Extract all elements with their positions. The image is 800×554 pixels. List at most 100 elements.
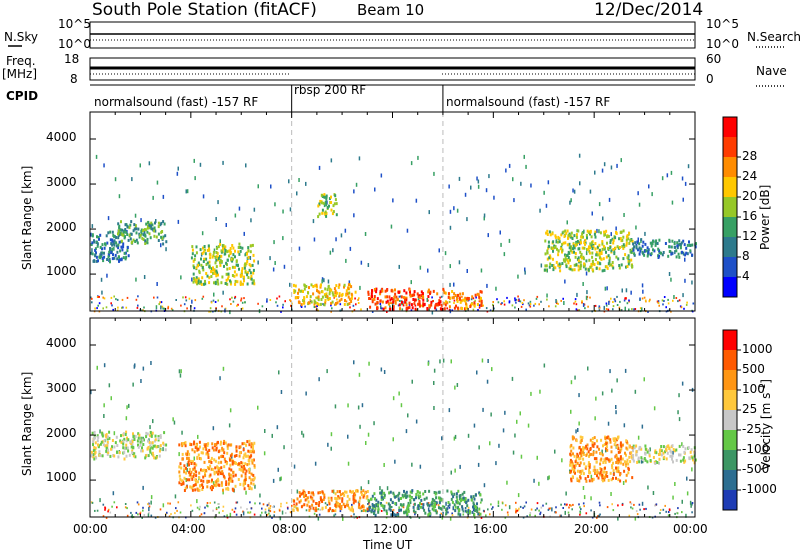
echo-cell — [263, 451, 266, 456]
echo-cell — [599, 473, 602, 477]
echo-cell — [582, 453, 585, 456]
echo-cell — [631, 239, 634, 243]
echo-cell — [152, 419, 154, 424]
echo-cell — [366, 507, 369, 511]
echo-cell — [185, 471, 188, 475]
echo-cell — [593, 442, 596, 446]
echo-cell — [358, 156, 361, 161]
echo-cell — [598, 202, 601, 207]
echo-cell — [410, 496, 413, 500]
echo-cell — [344, 490, 346, 494]
echo-cell — [211, 446, 214, 450]
echo-cell — [573, 302, 575, 305]
echo-cell — [620, 158, 622, 163]
echo-cell — [616, 245, 619, 249]
echo-cell — [310, 283, 313, 287]
echo-cell — [599, 504, 601, 507]
echo-cell — [605, 302, 608, 305]
echo-cell — [371, 503, 374, 507]
echo-cell — [238, 206, 241, 211]
echo-cell — [611, 264, 614, 268]
echo-cell — [346, 494, 349, 498]
echo-cell — [414, 304, 417, 307]
echo-cell — [625, 243, 628, 247]
echo-cell — [379, 486, 381, 491]
echo-cell — [470, 498, 473, 502]
echo-cell — [657, 247, 660, 251]
echo-cell — [495, 461, 497, 466]
echo-cell — [319, 284, 322, 288]
echo-cell — [580, 241, 582, 245]
echo-cell — [349, 508, 352, 512]
echo-cell — [191, 488, 194, 492]
echo-cell — [572, 503, 574, 506]
echo-cell — [195, 445, 198, 449]
echo-cell — [146, 226, 149, 230]
echo-cell — [192, 276, 195, 280]
velocity-colorbar-swatch — [723, 490, 737, 510]
echo-cell — [300, 499, 302, 503]
echo-cell — [233, 461, 236, 465]
echo-cell — [138, 433, 141, 437]
echo-cell — [401, 300, 403, 304]
echo-cell — [607, 308, 610, 311]
echo-cell — [111, 257, 114, 261]
echo-cell — [646, 254, 649, 258]
echo-cell — [691, 467, 693, 472]
echo-cell — [142, 485, 144, 490]
echo-cell — [134, 213, 137, 218]
echo-cell — [573, 189, 576, 194]
echo-cell — [219, 258, 222, 262]
echo-cell — [220, 472, 222, 475]
echo-cell — [581, 436, 584, 440]
echo-cell — [386, 486, 389, 491]
echo-cell — [424, 511, 427, 515]
echo-cell — [228, 477, 230, 481]
echo-cell — [641, 458, 644, 461]
echo-cell — [103, 251, 105, 255]
echo-cell — [595, 450, 598, 454]
echo-cell — [334, 404, 337, 409]
echo-cell — [410, 490, 413, 494]
echo-cell — [223, 264, 225, 268]
echo-cell — [644, 299, 647, 302]
echo-cell — [405, 429, 408, 434]
echo-cell — [466, 510, 468, 514]
echo-cell — [529, 305, 532, 308]
echo-cell — [529, 300, 532, 303]
echo-cell — [264, 429, 266, 433]
velocity-colorbar-tick-label: -25 — [742, 422, 762, 436]
echo-cell — [585, 251, 588, 256]
echo-cell — [215, 480, 218, 484]
echo-cell — [140, 436, 143, 440]
echo-cell — [321, 507, 324, 511]
echo-cell — [401, 303, 403, 306]
echo-cell — [436, 292, 439, 296]
echo-cell — [157, 435, 160, 439]
echo-cell — [371, 311, 374, 313]
echo-cell — [598, 447, 600, 451]
echo-cell — [218, 506, 220, 509]
echo-cell — [464, 299, 467, 303]
echo-cell — [236, 280, 239, 284]
echo-cell — [139, 440, 142, 444]
echo-cell — [127, 449, 130, 453]
echo-cell — [196, 499, 198, 504]
echo-cell — [582, 451, 585, 455]
echo-cell — [328, 502, 331, 506]
power-colorbar-swatch — [723, 257, 737, 277]
echo-cell — [579, 513, 581, 516]
echo-cell — [235, 449, 238, 453]
echo-cell — [600, 252, 603, 255]
echo-cell — [552, 246, 555, 250]
echo-cell — [242, 470, 245, 474]
echo-cell — [614, 300, 617, 303]
echo-cell — [683, 243, 686, 247]
echo-cell — [124, 506, 127, 509]
echo-cell — [321, 211, 324, 215]
echo-cell — [487, 508, 489, 511]
echo-cell — [269, 505, 272, 508]
echo-cell — [587, 247, 590, 251]
echo-cell — [569, 460, 572, 464]
echo-cell — [209, 501, 211, 504]
